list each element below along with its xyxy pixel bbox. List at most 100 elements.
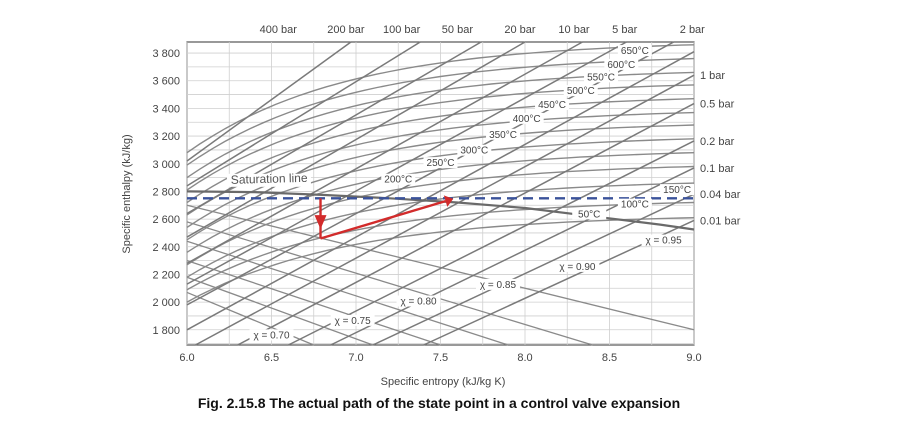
- y-axis-label: Specific enthalpy (kJ/kg): [121, 134, 133, 253]
- isotherm-line: [186, 217, 695, 303]
- isotherm-label-bg: [509, 112, 544, 124]
- isotherm-label-bg: [617, 45, 652, 57]
- isobar-label: 0.5 bar: [700, 99, 735, 111]
- isotherm-line: [186, 138, 695, 241]
- y-axis-ticks: 1 800 2 000 2 200 2 400 2 600 2 800 3 000 3 200…: [152, 48, 180, 337]
- isobar-label: 20 bar: [504, 24, 536, 36]
- quality-label: χ = 0.85: [480, 280, 517, 291]
- isobar-label: 0.04 bar: [700, 189, 741, 201]
- quality-label-bg: [396, 295, 441, 307]
- isotherm-line: [186, 152, 695, 253]
- quality-label: χ = 0.75: [335, 316, 372, 327]
- isobar-label: 0.01 bar: [700, 215, 741, 227]
- y-tick-label: 2 200: [152, 269, 180, 281]
- isotherm-label-bg: [660, 184, 695, 196]
- quality-label: χ = 0.70: [253, 330, 290, 341]
- saturation-line-group: [186, 190, 695, 231]
- isotherm-line: [186, 44, 695, 154]
- quality-label-bg: [475, 278, 520, 290]
- isotherm-label-bg: [535, 99, 570, 111]
- y-tick-label: 2 600: [152, 214, 180, 226]
- isotherm-label: 550°C: [587, 72, 615, 83]
- isotherm-label: 500°C: [567, 86, 595, 97]
- y-tick-label: 1 800: [152, 325, 180, 337]
- y-tick-label: 3 600: [152, 76, 180, 88]
- isobar-label: 0.2 bar: [700, 136, 735, 148]
- isotherm-label: 600°C: [607, 60, 635, 71]
- y-tick-label: 2 400: [152, 242, 180, 254]
- isobar-line: [195, 74, 695, 346]
- isobar-label: 10 bar: [558, 24, 590, 36]
- isobar-line: [372, 193, 695, 346]
- x-tick-label: 8.5: [602, 352, 617, 364]
- isobar-line: [186, 41, 526, 238]
- path-recovery-line: [320, 199, 446, 240]
- isobar-line: [237, 102, 695, 346]
- isobar-label: 50 bar: [442, 24, 474, 36]
- x-axis-label: Specific entropy (kJ/kg K): [381, 376, 506, 388]
- isotherm-label: 50°C: [578, 209, 600, 220]
- actual-path: [314, 195, 454, 240]
- isotherm-label-bg: [572, 208, 607, 220]
- isotherm-label: 250°C: [427, 158, 455, 169]
- isobar-line: [186, 41, 421, 187]
- isobar-label: 100 bar: [383, 24, 421, 36]
- isotherm-label: 100°C: [621, 200, 649, 211]
- isobar-label: 0.1 bar: [700, 163, 735, 175]
- isotherm-line: [186, 182, 695, 278]
- isotherm-label: 400°C: [513, 114, 541, 125]
- isotherm-label-bg: [423, 157, 458, 169]
- isotherm-label-bg: [457, 144, 492, 156]
- isotherm-line: [186, 84, 695, 191]
- isobar-label: 5 bar: [612, 24, 637, 36]
- isotherm-label: 300°C: [460, 146, 488, 157]
- isotherm-label-bg: [381, 173, 416, 185]
- quality-line: [186, 259, 441, 346]
- isotherm-label-bg: [617, 198, 652, 210]
- isobar-label: 200 bar: [327, 24, 365, 36]
- saturation-label: Saturation line: [231, 171, 308, 187]
- quality-label-bg: [555, 260, 600, 272]
- y-tick-label: 3 800: [152, 48, 180, 60]
- quality-label-bg: [330, 314, 375, 326]
- saturation-curve: [186, 190, 695, 231]
- isobar-line: [186, 41, 627, 285]
- saturation-label-bg: [226, 173, 311, 187]
- isotherm-label: 650°C: [621, 46, 649, 57]
- isobar-line: [186, 51, 695, 331]
- isotherm-label: 450°C: [538, 100, 566, 111]
- isotherm-line: [186, 111, 695, 216]
- isotherm-line: [186, 201, 695, 291]
- isobar-label: 2 bar: [680, 24, 705, 36]
- x-tick-label: 6.0: [179, 352, 194, 364]
- path-recovery-arrowhead: [443, 195, 454, 207]
- isotherm-label: 200°C: [384, 175, 412, 186]
- y-tick-label: 3 000: [152, 159, 180, 171]
- isobar-line: [186, 41, 352, 162]
- quality-label: χ = 0.95: [646, 236, 683, 247]
- isotherm-label-bg: [584, 71, 619, 83]
- isotherm-label-bg: [486, 128, 521, 140]
- isotherm-line: [186, 98, 695, 204]
- grid: [186, 42, 695, 345]
- path-drop-arrowhead: [314, 215, 327, 230]
- isotherm-label-bg: [604, 58, 639, 70]
- x-tick-label: 6.5: [264, 352, 279, 364]
- x-axis-ticks: 6.0 6.5 7.0 7.5 8.0 8.5 9.0: [179, 352, 701, 364]
- quality-label: χ = 0.90: [559, 262, 596, 273]
- quality-label-bg: [249, 329, 294, 341]
- isotherm-line: [186, 165, 695, 266]
- quality-line: [186, 204, 695, 331]
- y-tick-label: 2 800: [152, 186, 180, 198]
- quality-label: χ = 0.80: [400, 296, 437, 307]
- isobar-line: [186, 41, 583, 265]
- x-tick-label: 9.0: [686, 352, 701, 364]
- y-tick-label: 3 400: [152, 103, 180, 115]
- isotherm-label: 350°C: [489, 130, 517, 141]
- y-tick-label: 2 000: [152, 297, 180, 309]
- figure-caption: Fig. 2.15.8 The actual path of the state…: [198, 395, 680, 411]
- x-tick-label: 7.0: [348, 352, 363, 364]
